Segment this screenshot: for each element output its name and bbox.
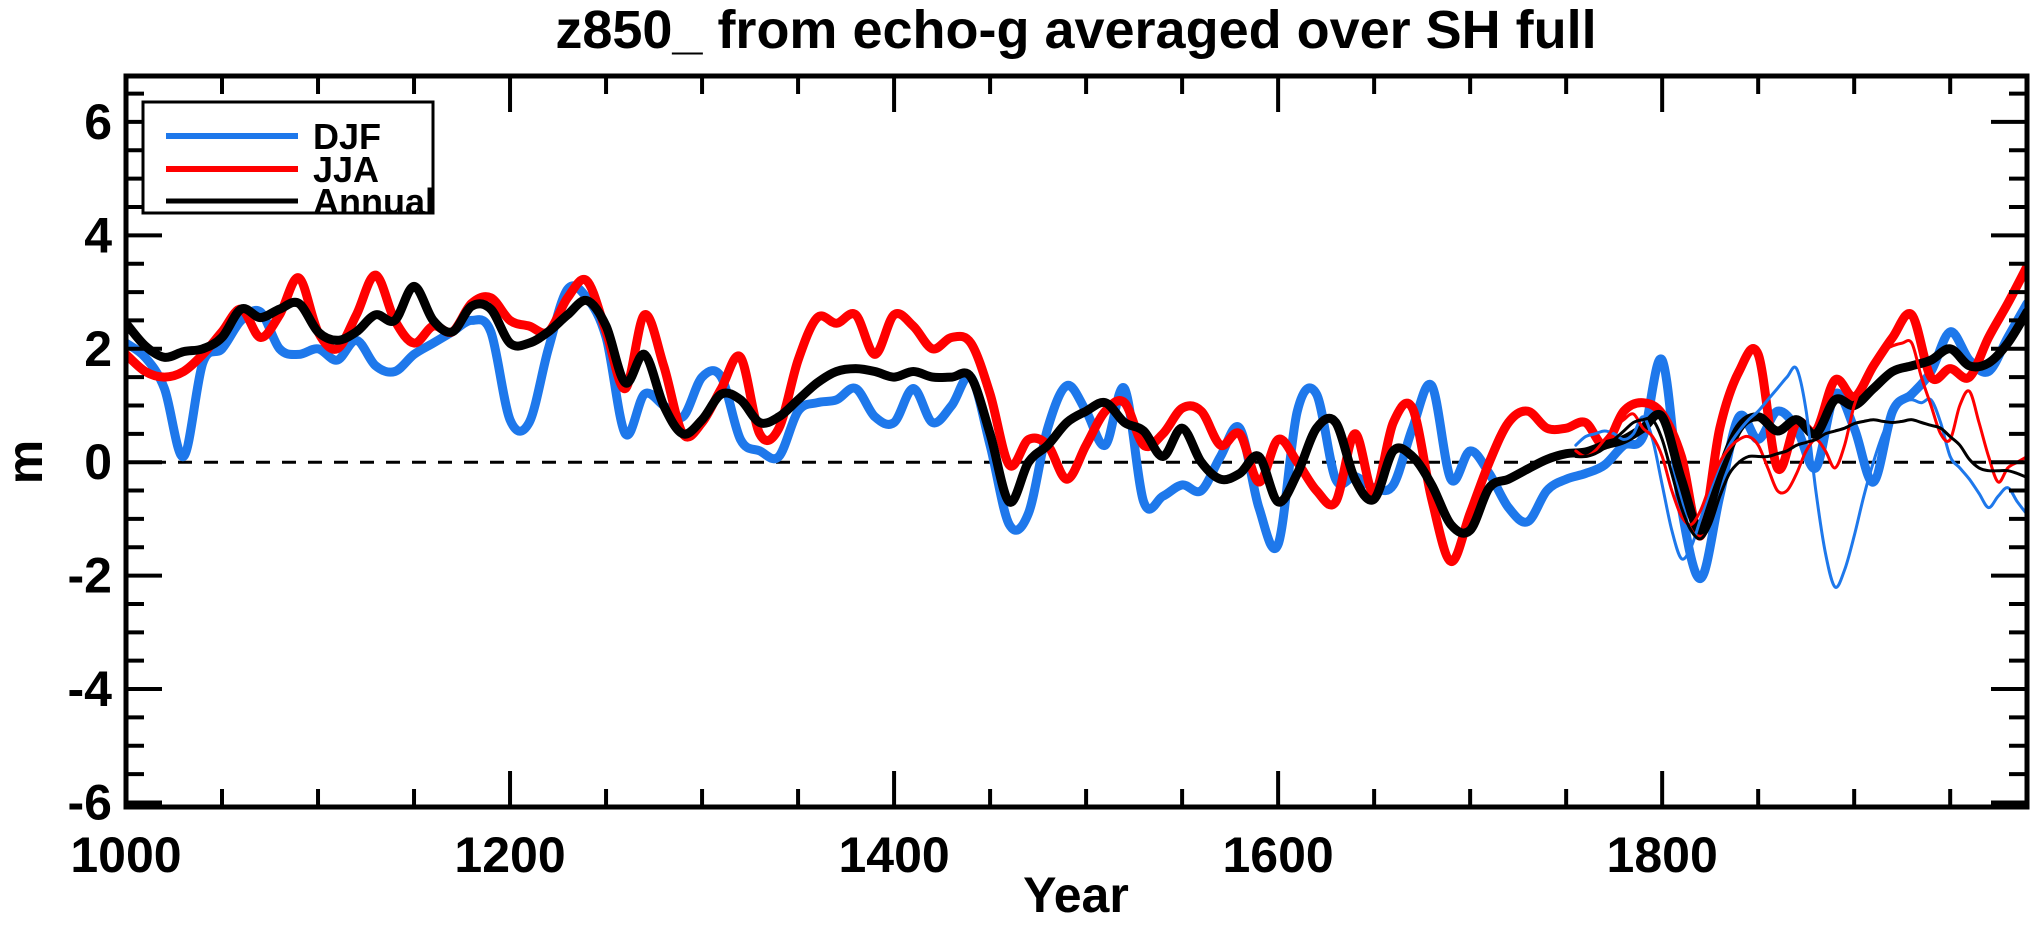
legend-label-djf: DJF xyxy=(313,116,381,157)
y-tick-label: 2 xyxy=(84,321,112,377)
x-tick-label: 1400 xyxy=(838,827,949,883)
legend-entry-annual: Annual xyxy=(166,181,435,222)
y-tick-label: -6 xyxy=(68,774,112,830)
legend-entry-jja: JJA xyxy=(166,149,379,190)
legend: DJF JJA Annual xyxy=(141,100,435,222)
plot-frame xyxy=(123,73,2030,810)
legend-label-annual: Annual xyxy=(313,181,435,222)
x-tick-label: 1000 xyxy=(70,827,181,883)
tick-layer xyxy=(124,76,2027,807)
series-path-annual xyxy=(126,281,2027,538)
tick-label-layer: 1000 1200 1400 1600 1800 -6 -4 -2 0 2 4 6 xyxy=(68,94,1718,883)
legend-entry-djf: DJF xyxy=(166,116,381,157)
series-path-annual-thin xyxy=(1574,416,2027,541)
x-axis-label: Year xyxy=(1023,867,1129,923)
x-tick-label: 1800 xyxy=(1607,827,1718,883)
y-tick-label: 6 xyxy=(84,94,112,150)
y-axis-label: m xyxy=(0,440,53,484)
y-tick-label: -2 xyxy=(68,548,112,604)
legend-label-jja: JJA xyxy=(313,149,379,190)
chart-title: z850_ from echo-g averaged over SH full xyxy=(555,0,1596,60)
series-path-djf xyxy=(126,281,2027,583)
axes-frame xyxy=(123,73,2030,810)
y-tick-label: 0 xyxy=(84,434,112,490)
series-layer xyxy=(126,262,2027,589)
y-tick-label: 4 xyxy=(84,207,112,263)
x-tick-label: 1600 xyxy=(1223,827,1334,883)
x-tick-label: 1200 xyxy=(454,827,565,883)
y-tick-label: -4 xyxy=(68,661,113,717)
legend-box xyxy=(141,100,435,215)
